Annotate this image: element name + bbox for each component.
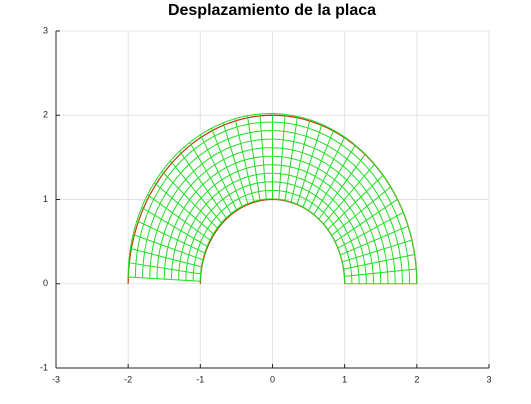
mesh-spoke: [327, 174, 384, 230]
x-tick-label: -2: [124, 374, 132, 384]
mesh-spoke: [246, 115, 261, 201]
mesh-spoke: [342, 239, 413, 263]
mesh-spoke: [161, 171, 218, 229]
mesh-spoke: [313, 144, 356, 215]
y-tick-label: 3: [43, 25, 48, 35]
mesh-spoke: [130, 247, 202, 268]
mesh-spoke: [344, 268, 417, 277]
mesh-spoke: [340, 225, 409, 256]
mesh-spoke: [343, 253, 415, 270]
mesh-spoke: [234, 118, 255, 202]
chart-title: Desplazamiento de la placa: [168, 2, 376, 19]
mesh-spoke: [189, 142, 232, 214]
x-tick-label: -1: [196, 374, 204, 384]
mesh-spoke: [296, 124, 323, 205]
mesh-spoke: [290, 119, 311, 203]
y-tick-label: 2: [43, 110, 48, 120]
mesh-spoke: [323, 163, 375, 225]
mesh-spoke: [170, 160, 222, 224]
mesh-spoke: [147, 194, 211, 241]
mesh-spoke: [132, 234, 203, 261]
mesh-spoke: [302, 129, 334, 208]
x-tick-label: 0: [270, 374, 275, 384]
mesh-spoke: [128, 262, 201, 275]
y-tick-label: -1: [40, 362, 48, 372]
mesh-spoke: [199, 134, 237, 210]
x-tick-label: 1: [342, 374, 347, 384]
mesh-spoke: [211, 128, 243, 207]
mesh-spoke: [153, 182, 214, 235]
mesh-spoke: [331, 186, 392, 236]
mesh-spoke: [337, 211, 404, 249]
x-tick-label: -3: [52, 374, 60, 384]
mesh-spoke: [318, 153, 366, 220]
mesh-ring: [127, 113, 418, 284]
mesh-spoke: [179, 150, 227, 219]
mesh-spoke: [334, 198, 398, 242]
mesh-spoke: [222, 122, 249, 204]
mesh-spoke: [141, 207, 208, 247]
mesh-spoke: [284, 116, 299, 201]
x-tick-label: 3: [486, 374, 491, 384]
mesh-spoke: [308, 136, 346, 211]
mesh-spoke: [259, 113, 267, 200]
y-tick-label: 0: [43, 278, 48, 288]
mesh-spoke: [128, 276, 201, 282]
mesh-spoke: [136, 220, 205, 254]
mesh-spoke: [278, 114, 286, 200]
x-tick-label: 2: [414, 374, 419, 384]
y-tick-label: 1: [43, 194, 48, 204]
